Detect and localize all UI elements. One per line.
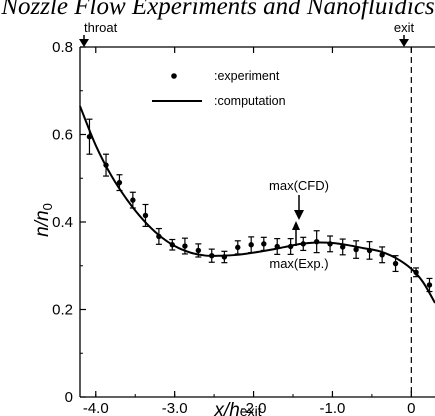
- experiment-point: [129, 191, 136, 209]
- exit-label: exit: [394, 20, 415, 35]
- y-axis-title: n/n0: [32, 203, 55, 237]
- experiment-point: [287, 238, 294, 255]
- experiment-marker: [392, 260, 399, 267]
- experiment-point: [339, 238, 346, 256]
- y-ticks: 0 0.2 0.4 0.6 0.8: [52, 39, 86, 406]
- experiment-marker: [413, 269, 419, 276]
- y-tick-label: 0.2: [52, 302, 73, 319]
- experiment-marker: [142, 212, 149, 219]
- experiment-point: [300, 236, 307, 252]
- experiment-point: [86, 118, 93, 155]
- x-tick-label: -3.0: [162, 400, 188, 416]
- experiment-marker: [426, 282, 433, 288]
- experiment-marker: [379, 252, 385, 258]
- max-exp-annotation: max(Exp.): [269, 221, 329, 271]
- x-tick-label: -1.0: [320, 400, 346, 416]
- experiment-point: [195, 243, 202, 258]
- experiment-marker: [235, 244, 241, 251]
- legend-computation-label: :computation: [214, 94, 286, 108]
- experiment-marker: [221, 254, 228, 260]
- experiment-point: [208, 248, 215, 263]
- experiment-marker: [313, 238, 320, 245]
- legend-experiment-label: :experiment: [214, 69, 280, 83]
- experiment-point: [142, 203, 149, 227]
- throat-annotation: throat: [79, 20, 118, 47]
- exit-annotation: exit: [394, 20, 415, 47]
- max-cfd-arrow-head: [294, 210, 304, 220]
- throat-label: throat: [84, 20, 118, 35]
- experiment-marker: [130, 197, 136, 203]
- experiment-point: [248, 236, 255, 254]
- experiment-marker: [248, 242, 254, 248]
- legend: :experiment :computation: [152, 69, 286, 108]
- experiment-point: [274, 238, 281, 255]
- max-cfd-label: max(CFD): [269, 178, 329, 193]
- max-cfd-annotation: max(CFD): [269, 178, 329, 220]
- experiment-marker: [366, 247, 373, 254]
- experiment-marker: [195, 247, 202, 254]
- top-title: Nozzle Flow Experiments and Nanofluidics: [0, 0, 434, 20]
- x-tick-label: 0: [407, 400, 415, 416]
- experiment-point: [413, 267, 420, 278]
- x-tick-label: -2.0: [241, 400, 267, 416]
- y-tick-label: 0.8: [52, 39, 73, 56]
- exit-arrow-head: [399, 39, 409, 47]
- experiment-point: [392, 255, 399, 273]
- experiment-marker: [300, 241, 306, 247]
- experiment-point: [103, 153, 110, 177]
- y-tick-label: 0.4: [52, 214, 73, 231]
- experiment-point: [379, 246, 386, 264]
- experiment-point: [169, 238, 176, 251]
- experiment-marker: [103, 162, 109, 168]
- experiment-marker: [86, 133, 93, 140]
- experiment-point: [234, 240, 241, 255]
- experiment-marker: [156, 233, 162, 240]
- experiment-marker: [182, 243, 188, 249]
- x-tick-label: -4.0: [83, 400, 109, 416]
- x-axis-title: x/hexit: [213, 400, 261, 416]
- experiment-point: [426, 277, 433, 293]
- experiment-point: [353, 240, 360, 259]
- experiment-point: [181, 237, 188, 255]
- y-tick-label: 0: [65, 389, 73, 406]
- max-exp-arrow-head: [292, 221, 300, 230]
- experiment-marker: [327, 241, 333, 247]
- x-ticks: -4.0 -3.0 -2.0 -1.0 0: [83, 47, 416, 416]
- experiment-marker: [287, 243, 294, 250]
- computation-line: [79, 105, 435, 304]
- y-tick-label: 0.6: [52, 127, 73, 144]
- experiment-point: [327, 235, 334, 253]
- experiment-marker: [169, 242, 175, 248]
- experiment-point: [116, 174, 123, 192]
- experiment-marker: [274, 243, 280, 250]
- experiment-point: [260, 236, 267, 252]
- legend-experiment-marker: [171, 73, 177, 79]
- experiment-marker: [209, 252, 215, 259]
- experiment-point: [366, 241, 373, 260]
- experiment-marker: [261, 241, 267, 247]
- experiment-point: [155, 227, 162, 245]
- experiment-marker: [340, 244, 346, 250]
- experiment-marker: [116, 179, 123, 186]
- experiment-marker: [353, 246, 359, 253]
- experiment-points: [86, 118, 433, 293]
- experiment-point: [313, 230, 320, 254]
- throat-arrow-head: [79, 39, 89, 47]
- experiment-point: [221, 250, 228, 264]
- max-exp-label: max(Exp.): [269, 256, 328, 271]
